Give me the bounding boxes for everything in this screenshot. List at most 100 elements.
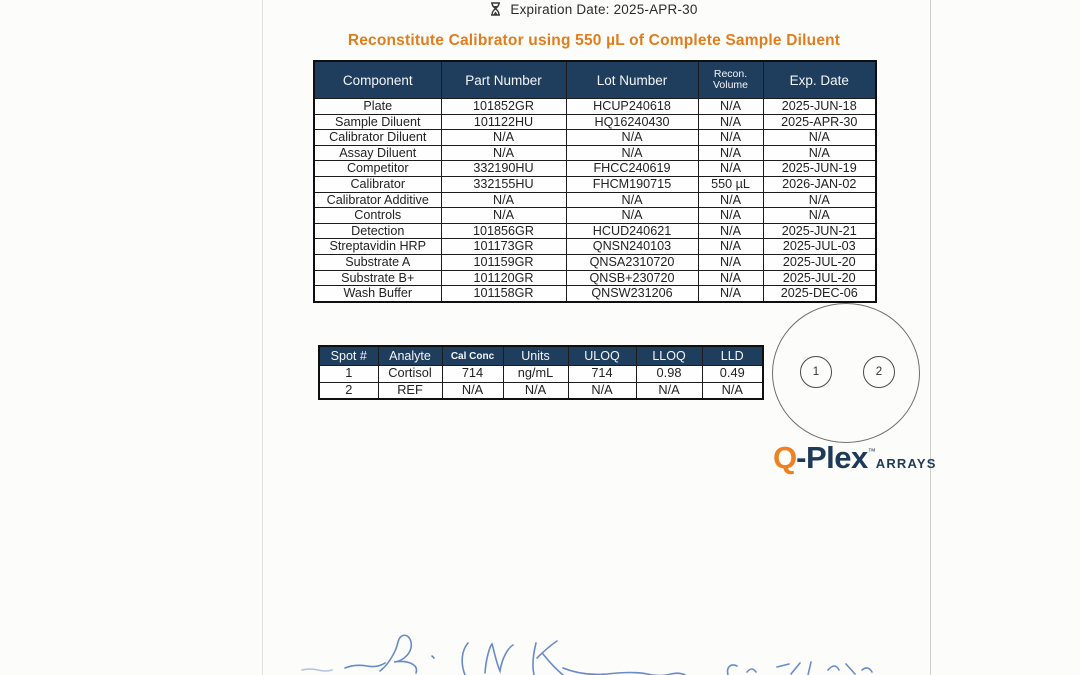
column-header: Analyte [377,345,443,366]
table-cell: N/A [502,381,569,400]
table-cell: 101852GR [440,98,567,115]
spot-1-circle: 1 [800,356,832,388]
table-cell: N/A [440,144,567,162]
table-cell: N/A [697,269,764,287]
table-row: Assay Diluent N/A N/A N/A N/A [313,144,877,162]
trademark-symbol: ™ [867,447,876,456]
table-cell: Calibrator Additive [313,191,442,209]
table-cell: HQ16240430 [565,113,699,131]
table-cell: 550 µL [697,175,764,193]
table-row: Controls N/A N/A N/A N/A [313,207,877,224]
table-cell: N/A [762,144,877,162]
table-row: Detection 101856GR HCUD240621 N/A 2025-JUN-2… [313,222,877,240]
table-row: Calibrator Additive N/A N/A N/A N/A [313,191,877,209]
logo-arrays-text: ARRAYS [875,456,937,471]
table-cell: 1 [318,365,379,383]
table-row: Calibrator 332155HU FHCM190715 550 µL 2026-J… [313,175,877,193]
table-cell: 2025-JUN-19 [762,160,877,177]
table-cell: QNSN240103 [565,238,699,255]
table-cell: N/A [762,191,877,209]
table-row: 1 Cortisol 714 ng/mL 714 0.98 0.49 [318,365,764,383]
table-cell: 2 [318,381,379,400]
table-cell: 0.49 [701,365,764,383]
table-cell: N/A [697,160,764,177]
spot-2-circle: 2 [863,356,895,388]
table-header-row: Component Part Number Lot Number Recon. Vol… [313,60,877,99]
table-cell: N/A [565,144,699,162]
paper-left-edge [262,0,263,675]
table-cell: 0.98 [635,365,703,383]
well-spot-map-diagram: 1 2 [772,303,920,443]
table-cell: QNSB+230720 [565,269,699,287]
table-cell: Substrate A [313,253,442,271]
table-cell: Sample Diluent [313,113,442,131]
logo-plex-text: -Plex [796,440,868,475]
logo-q-letter: Q [773,440,797,475]
column-header: Part Number [440,60,567,99]
table-cell: Substrate B+ [313,269,442,287]
table-cell: Calibrator [313,175,442,193]
table-row: Calibrator Diluent N/A N/A N/A N/A [313,129,877,146]
table-cell: Calibrator Diluent [313,129,442,146]
table-cell: N/A [565,207,699,224]
table-cell: Streptavidin HRP [313,238,442,255]
table-cell: N/A [440,191,567,209]
spot-1-label: 1 [812,366,820,378]
table-row: 2 REF N/A N/A N/A N/A N/A [318,381,764,400]
table-cell: QNSA2310720 [565,253,699,271]
table-cell: QNSW231206 [565,285,699,303]
expiration-date-line: Expiration Date: 2025-APR-30 [114,2,1074,19]
table-cell: N/A [762,207,877,224]
table-row: Substrate B+ 101120GR QNSB+230720 N/A 2025-J… [313,269,877,287]
paper-right-edge [930,0,931,675]
table-cell: 2025-JUL-20 [762,269,877,287]
table-cell: FHCC240619 [565,160,699,177]
table-row: Wash Buffer 101158GR QNSW231206 N/A 2025-DEC… [313,285,877,303]
table-cell: N/A [440,129,567,146]
table-row: Competitor 332190HU FHCC240619 N/A 2025-JUN-… [313,160,877,177]
table-cell: N/A [697,129,764,146]
expiration-date-text: Expiration Date: 2025-APR-30 [510,2,698,17]
table-row: Sample Diluent 101122HU HQ16240430 N/A 2025-… [313,113,877,131]
hourglass-icon [490,2,501,19]
table-cell: 2025-JUL-03 [762,238,877,255]
table-cell: 101856GR [440,222,567,240]
table-cell: 2025-DEC-06 [762,285,877,303]
table-cell: 2025-JUN-18 [762,98,877,115]
table-row: Streptavidin HRP 101173GR QNSN240103 N/A 202… [313,238,877,255]
table-cell: ng/mL [502,365,569,383]
qplex-arrays-logo: Q-Plex™ARRAYS [773,440,943,476]
table-cell: Cortisol [377,365,443,383]
table-cell: 101158GR [440,285,567,303]
table-cell: REF [377,381,443,400]
table-cell: 101122HU [440,113,567,131]
table-cell: N/A [697,253,764,271]
table-cell: N/A [565,191,699,209]
table-row: Plate 101852GR HCUP240618 N/A 2025-JUN-18 [313,98,877,115]
table-cell: N/A [697,98,764,115]
table-cell: N/A [697,144,764,162]
table-cell: N/A [697,207,764,224]
table-cell: N/A [565,129,699,146]
table-cell: Assay Diluent [313,144,442,162]
table-cell: N/A [697,191,764,209]
table-cell: 101173GR [440,238,567,255]
table-cell: N/A [567,381,637,400]
table-cell: N/A [697,113,764,131]
column-header: Cal Conc [441,345,504,366]
column-header: Exp. Date [762,60,877,99]
table-cell: HCUP240618 [565,98,699,115]
table-cell: Competitor [313,160,442,177]
table-cell: N/A [441,381,504,400]
table-cell: N/A [697,222,764,240]
table-cell: N/A [701,381,764,400]
reconstitution-instruction-heading: Reconstitute Calibrator using 550 µL of … [347,32,841,49]
column-header: Spot # [318,345,379,366]
table-row: Substrate A 101159GR QNSA2310720 N/A 2025-JU… [313,253,877,271]
table-cell: Detection [313,222,442,240]
column-header: ULOQ [567,345,637,366]
table-cell: 332155HU [440,175,567,193]
table-cell: 2025-JUL-20 [762,253,877,271]
table-cell: N/A [697,285,764,303]
